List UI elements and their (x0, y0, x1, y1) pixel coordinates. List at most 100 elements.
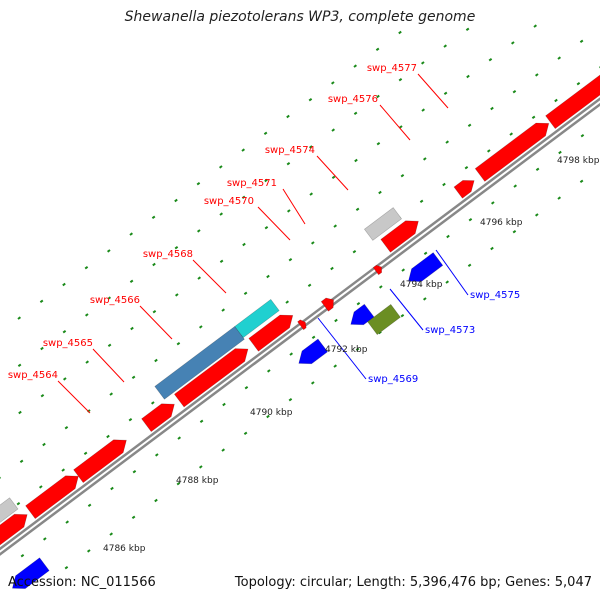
ruler-tick-6 (62, 282, 66, 287)
gene-cyan[interactable] (234, 298, 280, 339)
ruler-tick-5 (443, 44, 447, 48)
ruler-label-4790-kbp: 4790 kbp (250, 408, 293, 418)
gene-red-5[interactable] (173, 348, 249, 408)
genome-backbone (0, 97, 600, 556)
ruler-tick-5 (286, 162, 291, 166)
gene-red-6[interactable] (248, 314, 294, 352)
gene-blue-2[interactable] (298, 338, 329, 365)
ruler-tick-2 (151, 401, 155, 405)
ruler-tick-3 (266, 274, 270, 279)
gene-red-small-3[interactable] (372, 264, 383, 276)
ruler-tick-6 (308, 98, 313, 102)
ruler-tick-2 (487, 149, 491, 153)
ruler-tick-1 (267, 369, 271, 373)
ruler-tick-0 (333, 364, 337, 368)
ruler-tick-1 (132, 469, 137, 474)
label-swp_4570: swp_4570 (204, 196, 254, 207)
ruler-tick-0 (266, 414, 270, 419)
ruler-tick-6 (39, 299, 44, 304)
gene-red-3[interactable] (73, 439, 127, 484)
ruler-tick-5 (85, 313, 89, 317)
ruler-tick-1 (491, 201, 495, 205)
gene-red-2[interactable] (25, 475, 79, 520)
ruler-tick-0 (176, 481, 181, 486)
ruler-tick-2 (83, 451, 88, 456)
ruler-tick-6 (241, 148, 245, 152)
ruler-tick-0 (400, 313, 405, 318)
ruler-tick-5 (17, 363, 22, 368)
ruler-tick-5 (465, 27, 470, 31)
ruler-tick-0 (87, 549, 91, 553)
ruler-tick-3 (557, 56, 562, 60)
ruler-tick-2 (554, 98, 558, 103)
ruler-tick-4 (130, 326, 134, 331)
ruler-tick-0 (512, 230, 517, 234)
ruler-tick-3 (199, 325, 203, 329)
gene-red-8[interactable] (453, 180, 475, 199)
ruler-tick-0 (221, 448, 225, 452)
ruler-tick-3 (355, 207, 360, 211)
ruler-tick-3 (176, 341, 181, 346)
ruler-tick-3 (445, 140, 449, 144)
ruler-tick-6 (129, 232, 133, 236)
gene-red-small-2[interactable] (320, 297, 334, 312)
ruler-tick-4 (511, 41, 515, 45)
ruler-tick-5 (129, 279, 134, 284)
ruler-tick-4 (107, 343, 112, 348)
ruler-tick-6 (375, 47, 380, 52)
ruler-tick-0 (445, 280, 449, 284)
gene-olive[interactable] (367, 303, 401, 336)
ruler-tick-5 (152, 262, 156, 267)
ruler-tick-3 (378, 190, 382, 195)
ruler-tick-2 (419, 199, 424, 203)
gene-red-9[interactable] (474, 122, 550, 182)
ruler-tick-4 (309, 192, 313, 196)
ruler-tick-3 (221, 308, 225, 312)
ruler-tick-0 (311, 381, 315, 385)
label-swp_4568-leader (192, 259, 227, 294)
gene-red-small-1[interactable] (297, 319, 307, 331)
ruler-tick-5 (197, 229, 201, 233)
ruler-tick-6 (286, 114, 290, 119)
label-leaders (57, 73, 469, 414)
backbone-line-2 (0, 97, 600, 551)
ruler-tick-4 (376, 142, 381, 146)
ruler-tick-1 (311, 335, 316, 340)
ruler-tick-2 (330, 266, 334, 271)
gene-blue-1[interactable] (12, 557, 50, 589)
gene-gray-2[interactable] (363, 207, 403, 241)
ruler-tick-5 (331, 128, 335, 132)
ruler-tick-1 (379, 285, 383, 289)
ruler-tick-1 (43, 537, 47, 541)
ruler-label-4792-kbp: 4792 kbp (325, 345, 368, 355)
gene-blue-3[interactable] (350, 303, 375, 326)
gene-red-7[interactable] (380, 220, 419, 253)
label-swp_4571-leader (282, 188, 306, 225)
ruler-tick-4 (399, 125, 403, 129)
ruler-tick-4 (40, 393, 45, 398)
ruler-tick-0 (243, 431, 248, 436)
ruler-label-4788-kbp: 4788 kbp (176, 476, 219, 486)
ruler-tick-4 (533, 24, 538, 28)
label-swp_4575: swp_4575 (470, 290, 520, 301)
ruler-tick-4 (18, 410, 22, 415)
label-swp_4569-leader (317, 317, 367, 380)
gene-red-4[interactable] (141, 403, 175, 433)
ruler-tick-1 (87, 503, 92, 508)
ruler-tick-0 (490, 246, 494, 251)
gene-red-10[interactable] (545, 68, 600, 130)
ruler-tick-2 (576, 82, 581, 86)
gene-blue-4[interactable] (408, 252, 444, 282)
ruler-tick-1 (222, 402, 226, 407)
ruler-tick-3 (490, 106, 494, 111)
ruler-tick-5 (398, 78, 403, 82)
gene-red-1[interactable] (0, 513, 28, 548)
gene-gray-1[interactable] (0, 497, 19, 540)
ruler-tick-3 (311, 241, 315, 245)
ruler-label-4794-kbp: 4794 kbp (400, 280, 443, 290)
label-swp_4576: swp_4576 (328, 94, 378, 105)
ruler-tick-6 (174, 198, 178, 203)
ruler-tick-6 (84, 265, 89, 270)
label-swp_4573: swp_4573 (425, 325, 475, 336)
ruler-tick-4 (175, 293, 179, 297)
